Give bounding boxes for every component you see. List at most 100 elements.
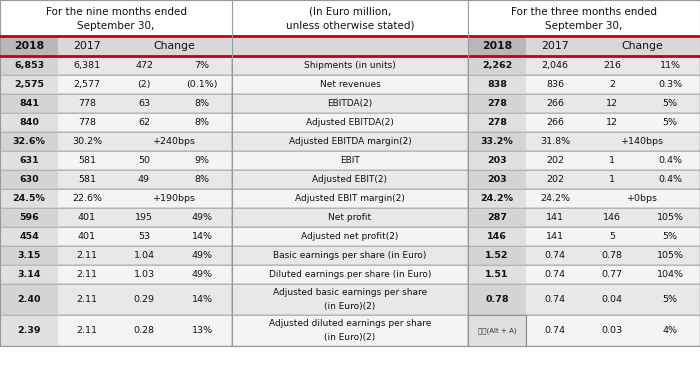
Text: 2.11: 2.11: [76, 270, 97, 279]
Text: Adjusted EBITDA margin(2): Adjusted EBITDA margin(2): [288, 137, 412, 146]
Bar: [0, 132, 58, 151]
Text: 49%: 49%: [192, 251, 213, 260]
Text: 581: 581: [78, 156, 96, 165]
Text: 287: 287: [487, 213, 507, 222]
Text: (in Euro)(2): (in Euro)(2): [324, 333, 376, 342]
Text: 401: 401: [78, 232, 96, 241]
Text: 9%: 9%: [195, 156, 209, 165]
Text: 5%: 5%: [662, 118, 678, 127]
Bar: [232, 75, 468, 94]
Text: 5%: 5%: [662, 99, 678, 108]
Text: 2,577: 2,577: [74, 80, 101, 89]
Bar: [468, 151, 526, 170]
Text: 49%: 49%: [192, 270, 213, 279]
Bar: [468, 132, 526, 151]
Text: September 30,: September 30,: [77, 21, 155, 31]
Text: 778: 778: [78, 118, 96, 127]
Bar: [0, 36, 700, 56]
Bar: [468, 315, 526, 346]
Text: 8%: 8%: [195, 99, 209, 108]
Bar: [468, 265, 700, 284]
Bar: [0, 170, 58, 189]
Text: 0.3%: 0.3%: [658, 80, 682, 89]
Text: 12: 12: [606, 118, 618, 127]
Text: 266: 266: [546, 118, 564, 127]
Bar: [0, 315, 232, 346]
Bar: [232, 315, 468, 346]
Bar: [468, 315, 526, 346]
Bar: [232, 284, 468, 315]
Text: 2.39: 2.39: [18, 326, 41, 335]
Bar: [468, 227, 526, 246]
Text: Change: Change: [153, 41, 195, 51]
Text: 2.11: 2.11: [76, 295, 97, 304]
Text: 12: 12: [606, 99, 618, 108]
Text: Basic earnings per share (in Euro): Basic earnings per share (in Euro): [273, 251, 427, 260]
Text: For the nine months ended: For the nine months ended: [46, 6, 186, 16]
Text: (In Euro million,: (In Euro million,: [309, 6, 391, 16]
Text: Shipments (in units): Shipments (in units): [304, 61, 396, 70]
Text: +140bps: +140bps: [620, 137, 664, 146]
Text: September 30,: September 30,: [545, 21, 623, 31]
Text: 278: 278: [487, 99, 507, 108]
Bar: [468, 132, 700, 151]
Text: 105%: 105%: [657, 213, 683, 222]
Bar: [232, 189, 468, 208]
Text: +0bps: +0bps: [626, 194, 657, 203]
Bar: [232, 151, 468, 170]
Bar: [232, 94, 468, 113]
Bar: [468, 208, 700, 227]
Text: 2.11: 2.11: [76, 326, 97, 335]
Bar: [468, 227, 700, 246]
Text: 203: 203: [487, 175, 507, 184]
Text: 8%: 8%: [195, 118, 209, 127]
Text: 32.6%: 32.6%: [13, 137, 46, 146]
Text: 841: 841: [19, 99, 39, 108]
Text: 13%: 13%: [191, 326, 213, 335]
Text: 14%: 14%: [192, 295, 213, 304]
Text: 62: 62: [138, 118, 150, 127]
Text: 0.03: 0.03: [601, 326, 622, 335]
Bar: [0, 94, 232, 113]
Text: 24.5%: 24.5%: [13, 194, 46, 203]
Text: 63: 63: [138, 99, 150, 108]
Text: 53: 53: [138, 232, 150, 241]
Bar: [468, 36, 526, 56]
Text: 0.4%: 0.4%: [658, 156, 682, 165]
Bar: [0, 56, 58, 75]
Text: 278: 278: [487, 118, 507, 127]
Bar: [232, 170, 468, 189]
Text: 3.15: 3.15: [18, 251, 41, 260]
Text: 30.2%: 30.2%: [72, 137, 102, 146]
Text: 49: 49: [138, 175, 150, 184]
Text: 141: 141: [546, 213, 564, 222]
Bar: [0, 265, 58, 284]
Text: 195: 195: [135, 213, 153, 222]
Bar: [468, 284, 526, 315]
Bar: [0, 0, 232, 36]
Text: 1: 1: [609, 175, 615, 184]
Bar: [232, 132, 468, 151]
Text: 1.52: 1.52: [485, 251, 509, 260]
Text: 1.51: 1.51: [485, 270, 509, 279]
Text: 2,575: 2,575: [14, 80, 44, 89]
Text: 838: 838: [487, 80, 507, 89]
Bar: [232, 56, 468, 75]
Bar: [0, 227, 232, 246]
Text: 6,381: 6,381: [74, 61, 101, 70]
Bar: [0, 189, 232, 208]
Text: 631: 631: [19, 156, 39, 165]
Bar: [468, 246, 526, 265]
Text: EBIT: EBIT: [340, 156, 360, 165]
Text: 5%: 5%: [662, 232, 678, 241]
Text: 2,046: 2,046: [542, 61, 568, 70]
Bar: [0, 315, 58, 346]
Text: Change: Change: [621, 41, 663, 51]
Bar: [0, 36, 58, 56]
Text: Adjusted EBITDA(2): Adjusted EBITDA(2): [306, 118, 394, 127]
Text: +240bps: +240bps: [153, 137, 195, 146]
Bar: [0, 75, 58, 94]
Bar: [468, 56, 700, 75]
Bar: [468, 246, 700, 265]
Text: 0.28: 0.28: [134, 326, 155, 335]
